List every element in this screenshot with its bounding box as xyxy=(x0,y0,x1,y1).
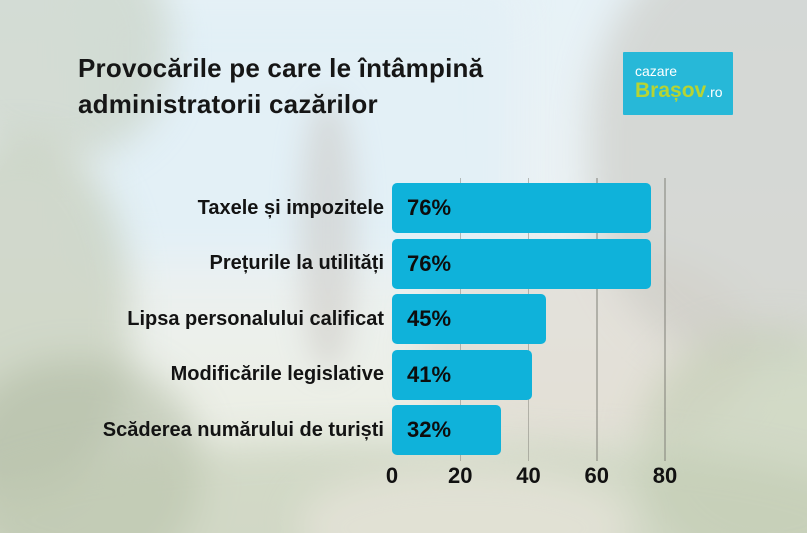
logo-text-cazare: cazare xyxy=(635,63,678,79)
x-tick-label-20: 20 xyxy=(448,463,473,488)
x-tick-label-80: 80 xyxy=(652,463,678,488)
bar: 41% xyxy=(392,349,532,400)
bar-value-label: 45% xyxy=(407,306,452,331)
bar: 32% xyxy=(392,405,502,455)
gridline-60 xyxy=(596,178,598,461)
logo-cazare-brasov: cazare Brașov.ro xyxy=(623,52,733,115)
bar-value-label: 32% xyxy=(407,417,452,442)
page-title: Provocările pe care le întâmpină adminis… xyxy=(78,53,484,119)
category-label: Modificările legislative xyxy=(170,363,384,385)
bar-chart: Taxele și impozitele 76% Prețurile la util… xyxy=(103,178,732,508)
bar-value-label: 76% xyxy=(407,250,452,276)
logo-text-brasov-ro: Brașov.ro xyxy=(635,79,733,104)
category-label: Prețurile la utilități xyxy=(209,252,384,274)
category-label: Taxele și impozitele xyxy=(197,196,384,219)
logo-text-brasov: Brașov xyxy=(635,79,707,102)
gridline-80 xyxy=(664,178,666,461)
bar-value-label: 76% xyxy=(407,195,452,220)
x-tick-label-60: 60 xyxy=(584,463,609,488)
bar: 76% xyxy=(392,238,652,289)
bar: 76% xyxy=(392,183,652,233)
x-tick-label-0: 0 xyxy=(385,463,399,488)
bar-value-label: 41% xyxy=(407,361,452,387)
bar: 45% xyxy=(392,294,546,344)
category-label: Scăderea numărului de turiști xyxy=(102,418,384,441)
x-tick-label-40: 40 xyxy=(516,463,541,488)
logo-text-ro: .ro xyxy=(706,84,723,100)
category-label: Lipsa personalului calificat xyxy=(127,307,384,330)
